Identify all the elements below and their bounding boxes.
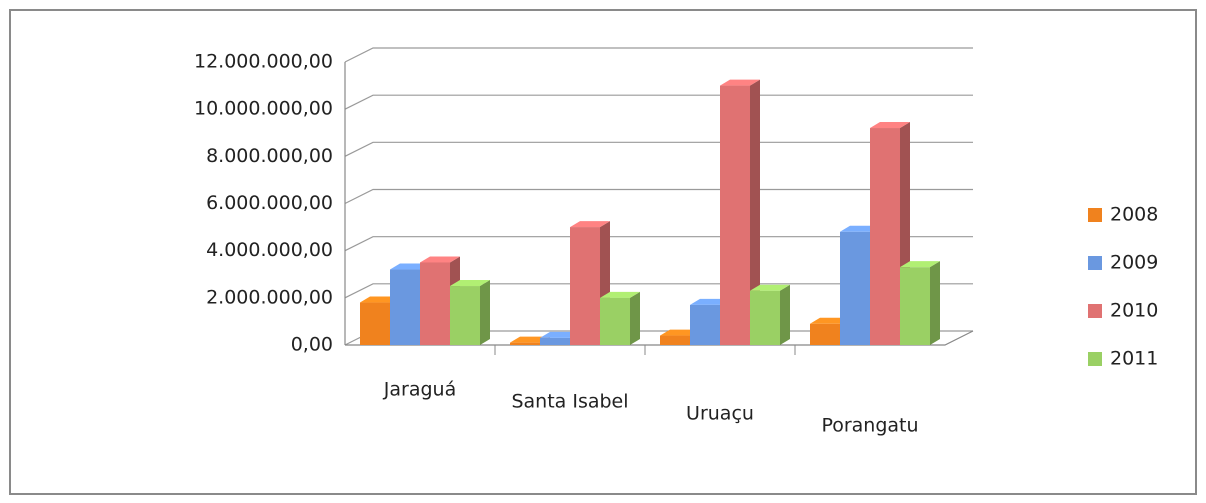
bar-front [360,302,390,345]
legend-swatch [1088,304,1102,318]
bar-front [900,267,930,345]
y-tick-label: 12.000.000,00 [194,51,333,73]
bar [750,284,790,345]
bar-front [810,323,840,345]
legend-swatch [1088,352,1102,366]
bar-front [570,227,600,345]
y-tick-label: 2.000.000,00 [206,286,333,308]
y-tick-label: 0,00 [291,334,333,356]
bar-front [750,290,780,345]
bar-side [930,261,940,345]
bar-front [540,337,570,345]
y-tick-label: 6.000.000,00 [206,192,333,214]
bar-top [720,79,760,86]
bar-front [690,304,720,345]
legend-label: 2010 [1110,300,1158,322]
bar-top [870,122,910,129]
bar-front [660,335,690,345]
bar-top [570,221,610,228]
bar-front [600,297,630,345]
legend-label: 2009 [1110,252,1158,274]
bar-side [630,291,640,345]
grid-line [344,94,973,110]
grid-line [344,47,973,63]
bar-top [600,291,640,298]
y-tick-label: 8.000.000,00 [206,145,333,167]
bar [720,79,760,345]
legend-label: 2008 [1110,204,1158,226]
bar-side [750,79,760,345]
bar-top [450,280,490,287]
bar-front [840,231,870,345]
bar-front [450,286,480,345]
bar-front [720,85,750,345]
bar-front [390,269,420,345]
bar-top [750,284,790,291]
grid-line [344,283,973,299]
bar-front [420,262,450,345]
grid-line [344,141,973,157]
bar-side [480,280,490,345]
bar-side [780,284,790,345]
bar-front [870,128,900,345]
legend-swatch [1088,208,1102,222]
bar-front [510,342,540,345]
bar-top [900,261,940,268]
y-tick-label: 4.000.000,00 [206,239,333,261]
legend-swatch [1088,256,1102,270]
bar [600,291,640,345]
legend-label: 2011 [1110,348,1158,370]
y-tick-label: 10.000.000,00 [194,98,333,120]
bar [450,280,490,345]
bar [900,261,940,345]
x-tick-label: Santa Isabel [511,391,628,413]
grid-line [344,236,973,252]
x-tick-label: Porangatu [821,415,918,437]
grid-line [344,188,973,205]
x-tick-label: Jaraguá [383,379,456,401]
x-tick-label: Uruaçu [686,403,754,425]
bar-top [420,256,460,263]
